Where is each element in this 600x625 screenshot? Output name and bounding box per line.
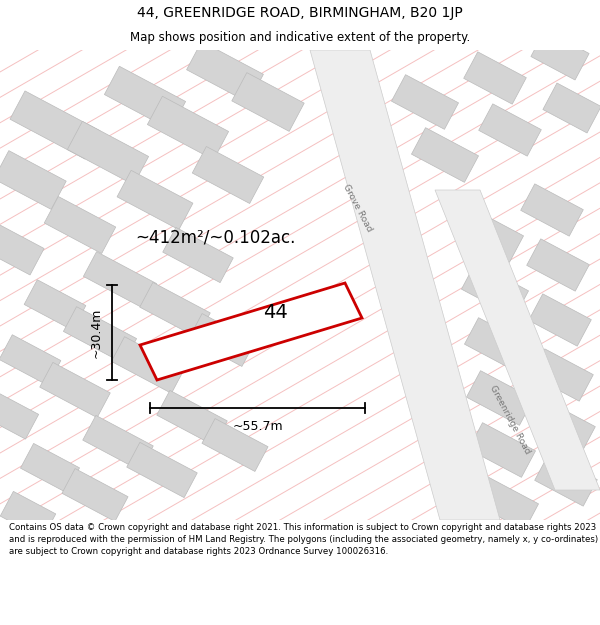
Polygon shape — [0, 391, 38, 439]
Polygon shape — [83, 416, 153, 471]
Polygon shape — [202, 419, 268, 471]
Text: Map shows position and indicative extent of the property.: Map shows position and indicative extent… — [130, 31, 470, 44]
Polygon shape — [140, 282, 210, 338]
Polygon shape — [148, 96, 229, 160]
Polygon shape — [531, 30, 589, 80]
Polygon shape — [412, 127, 479, 182]
Polygon shape — [391, 74, 458, 129]
Text: ~30.4m: ~30.4m — [89, 308, 103, 358]
Text: Greenridge Road: Greenridge Road — [488, 384, 532, 456]
Polygon shape — [189, 314, 255, 366]
Text: 44: 44 — [263, 302, 287, 321]
Polygon shape — [0, 151, 66, 209]
Polygon shape — [83, 252, 157, 308]
Polygon shape — [464, 52, 526, 104]
Polygon shape — [62, 469, 128, 521]
Text: 44, GREENRIDGE ROAD, BIRMINGHAM, B20 1JP: 44, GREENRIDGE ROAD, BIRMINGHAM, B20 1JP — [137, 6, 463, 19]
Polygon shape — [117, 171, 193, 229]
Polygon shape — [0, 225, 44, 275]
Polygon shape — [457, 208, 524, 262]
Polygon shape — [527, 239, 589, 291]
Polygon shape — [533, 401, 595, 453]
Polygon shape — [435, 190, 600, 490]
Polygon shape — [127, 442, 197, 498]
Polygon shape — [529, 294, 592, 346]
Text: ~412m²/~0.102ac.: ~412m²/~0.102ac. — [135, 229, 295, 247]
Polygon shape — [44, 196, 116, 254]
Polygon shape — [163, 228, 233, 282]
Polygon shape — [535, 454, 598, 506]
Polygon shape — [479, 104, 541, 156]
Polygon shape — [10, 91, 100, 159]
Polygon shape — [521, 184, 583, 236]
Polygon shape — [140, 283, 362, 380]
Polygon shape — [20, 443, 80, 493]
Text: ~55.7m: ~55.7m — [232, 420, 283, 433]
Polygon shape — [24, 280, 86, 330]
Polygon shape — [310, 50, 500, 520]
Polygon shape — [232, 72, 304, 131]
Polygon shape — [543, 83, 600, 133]
Polygon shape — [157, 391, 227, 446]
Polygon shape — [112, 337, 185, 393]
Polygon shape — [40, 362, 110, 418]
Polygon shape — [67, 121, 149, 185]
Polygon shape — [192, 146, 264, 204]
Polygon shape — [461, 262, 529, 318]
Text: Grove Road: Grove Road — [342, 182, 374, 233]
Polygon shape — [0, 491, 56, 539]
Polygon shape — [464, 318, 532, 372]
Polygon shape — [187, 41, 263, 102]
Polygon shape — [104, 66, 185, 130]
Polygon shape — [0, 335, 61, 385]
Polygon shape — [469, 422, 536, 478]
Polygon shape — [466, 371, 533, 426]
Polygon shape — [64, 307, 137, 363]
Polygon shape — [472, 476, 539, 531]
Text: Contains OS data © Crown copyright and database right 2021. This information is : Contains OS data © Crown copyright and d… — [9, 523, 598, 556]
Polygon shape — [530, 349, 593, 401]
